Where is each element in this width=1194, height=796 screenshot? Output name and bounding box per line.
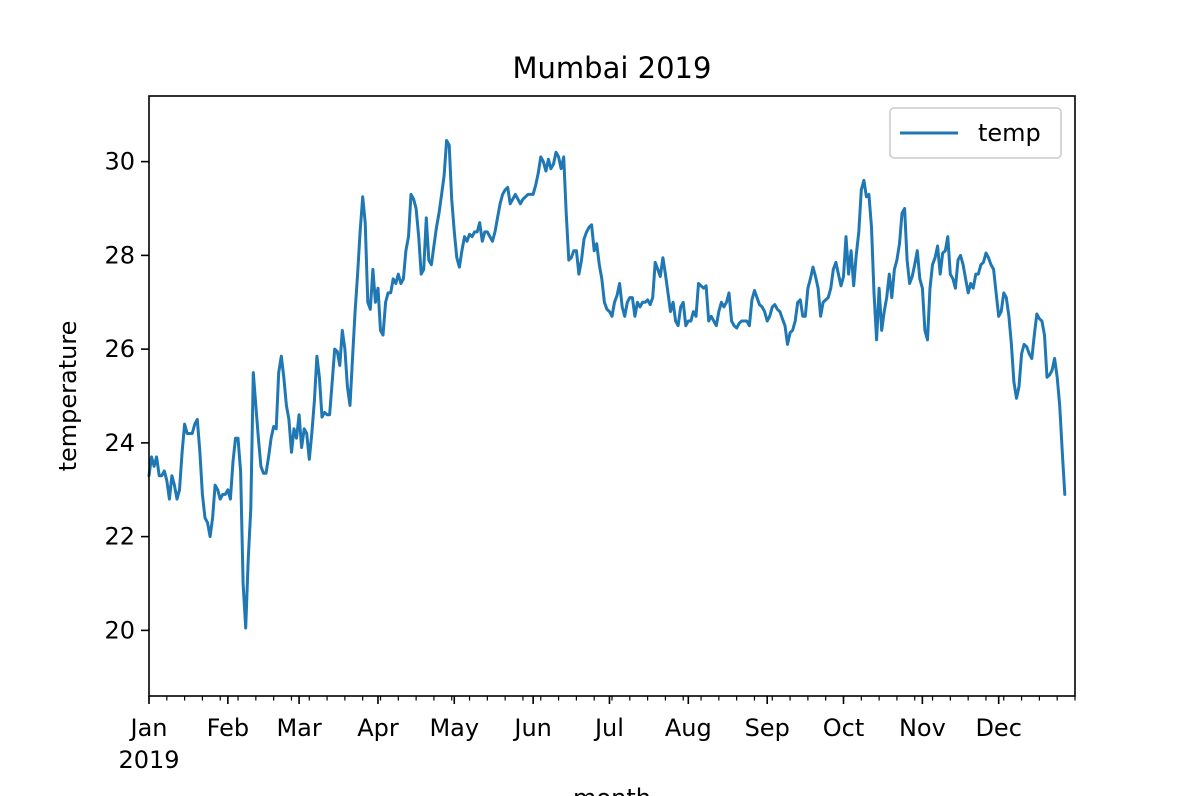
y-tick-label: 20 (104, 616, 135, 644)
legend-label-temp: temp (978, 119, 1041, 147)
series-line-temp (147, 139, 1067, 630)
y-tick-label: 28 (104, 241, 135, 269)
ticks-layer: 20 22 24 26 28 30 Jan 2019 Feb Mar Apr May Jun Jul Aug… (104, 148, 1076, 774)
x-tick-label: Jan (129, 714, 168, 742)
x-tick-label: Sep (745, 714, 790, 742)
legend: temp (889, 107, 1062, 159)
plot-frame (148, 95, 1076, 697)
x-tick-label: Jul (593, 714, 624, 742)
x-tick-label: Apr (357, 714, 399, 742)
x-tick-year-label: 2019 (118, 746, 179, 774)
x-tick-label: Feb (207, 714, 250, 742)
chart-title: Mumbai 2019 (513, 51, 712, 85)
x-tick-label: Oct (823, 714, 865, 742)
x-tick-label: May (429, 714, 479, 742)
x-tick-label: Nov (899, 714, 946, 742)
y-tick-label: 30 (104, 148, 135, 176)
x-tick-label: Aug (665, 714, 712, 742)
x-tick-label: Jun (512, 714, 552, 742)
x-tick-label: Dec (975, 714, 1021, 742)
y-axis-title: temperature (54, 321, 82, 472)
x-tick-label: Mar (276, 714, 321, 742)
y-tick-label: 26 (104, 335, 135, 363)
series-layer (147, 139, 1067, 630)
x-axis-title: month (573, 784, 651, 796)
y-tick-label: 22 (104, 523, 135, 551)
legend-box (889, 107, 1062, 159)
y-tick-label: 24 (104, 429, 135, 457)
